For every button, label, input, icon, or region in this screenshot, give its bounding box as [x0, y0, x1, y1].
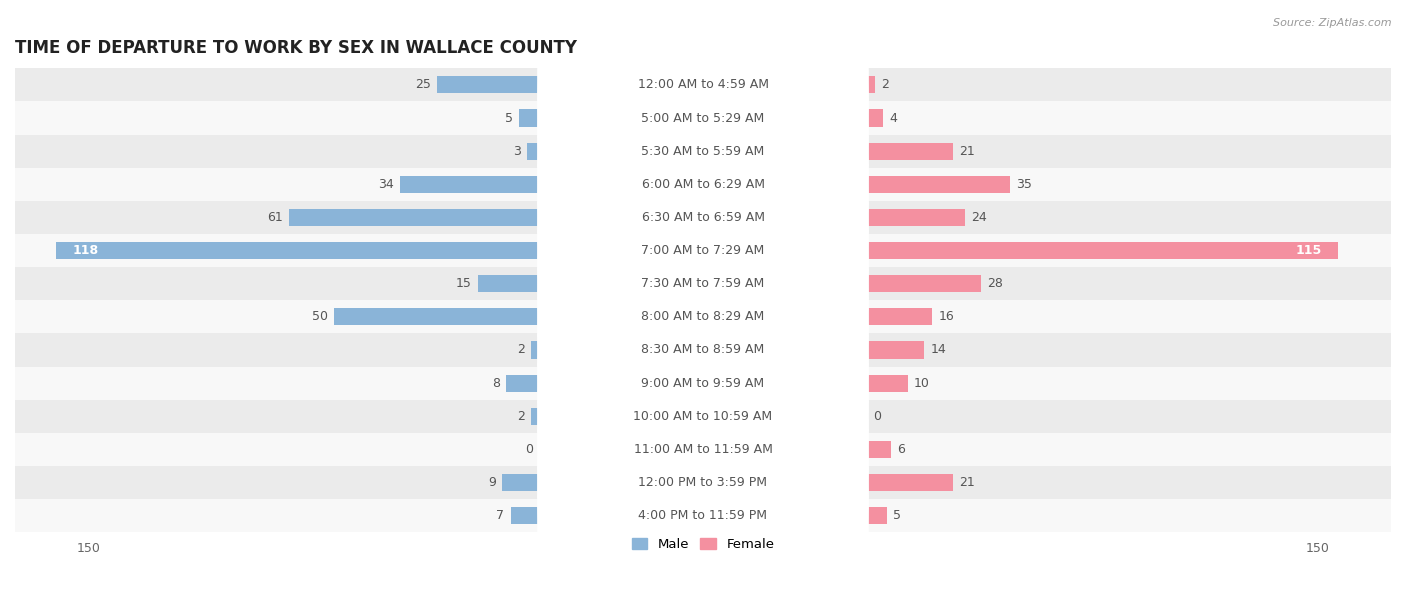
Bar: [7, 400, 1399, 433]
Bar: [7, 333, 1399, 366]
Bar: [7, 499, 1399, 532]
Bar: [290, 209, 538, 226]
Text: 14: 14: [931, 343, 946, 356]
Text: 15: 15: [456, 277, 471, 290]
FancyBboxPatch shape: [537, 60, 869, 176]
FancyBboxPatch shape: [537, 159, 869, 276]
Text: 2: 2: [517, 410, 524, 423]
Bar: [527, 143, 538, 160]
Bar: [510, 507, 538, 525]
Text: 4: 4: [890, 112, 897, 125]
Bar: [506, 374, 538, 391]
Text: 9:00 AM to 9:59 AM: 9:00 AM to 9:59 AM: [641, 377, 765, 390]
Bar: [531, 407, 538, 425]
FancyBboxPatch shape: [537, 325, 869, 441]
Bar: [519, 109, 538, 127]
Bar: [868, 308, 932, 326]
FancyBboxPatch shape: [537, 292, 869, 408]
Text: 7: 7: [496, 509, 505, 522]
Bar: [7, 102, 1399, 135]
Text: 0: 0: [873, 410, 882, 423]
Text: 12:00 AM to 4:59 AM: 12:00 AM to 4:59 AM: [637, 78, 769, 91]
Legend: Male, Female: Male, Female: [627, 535, 779, 555]
Bar: [7, 234, 1399, 267]
Text: 61: 61: [267, 211, 283, 224]
Text: 21: 21: [959, 145, 974, 157]
FancyBboxPatch shape: [537, 458, 869, 574]
Bar: [868, 209, 965, 226]
Bar: [399, 176, 538, 193]
FancyBboxPatch shape: [537, 226, 869, 342]
Bar: [868, 275, 981, 292]
Text: 21: 21: [959, 476, 974, 489]
Text: TIME OF DEPARTURE TO WORK BY SEX IN WALLACE COUNTY: TIME OF DEPARTURE TO WORK BY SEX IN WALL…: [15, 39, 576, 57]
Text: 10:00 AM to 10:59 AM: 10:00 AM to 10:59 AM: [634, 410, 772, 423]
FancyBboxPatch shape: [537, 93, 869, 209]
Bar: [7, 301, 1399, 333]
Text: 25: 25: [415, 78, 430, 91]
Text: 10: 10: [914, 377, 929, 390]
Bar: [868, 374, 908, 391]
Bar: [502, 474, 538, 491]
Text: 8:30 AM to 8:59 AM: 8:30 AM to 8:59 AM: [641, 343, 765, 356]
Bar: [478, 275, 538, 292]
Bar: [335, 308, 538, 326]
Text: 11:00 AM to 11:59 AM: 11:00 AM to 11:59 AM: [634, 443, 772, 456]
FancyBboxPatch shape: [537, 259, 869, 375]
Text: 16: 16: [938, 310, 955, 323]
Bar: [7, 433, 1399, 466]
Bar: [7, 201, 1399, 234]
Bar: [868, 441, 891, 458]
Bar: [531, 342, 538, 359]
Text: 24: 24: [972, 211, 987, 224]
FancyBboxPatch shape: [537, 192, 869, 308]
Text: 7:30 AM to 7:59 AM: 7:30 AM to 7:59 AM: [641, 277, 765, 290]
Text: 6:00 AM to 6:29 AM: 6:00 AM to 6:29 AM: [641, 178, 765, 191]
Text: 6:30 AM to 6:59 AM: 6:30 AM to 6:59 AM: [641, 211, 765, 224]
Text: 5:30 AM to 5:59 AM: 5:30 AM to 5:59 AM: [641, 145, 765, 157]
Text: 2: 2: [517, 343, 524, 356]
Text: 28: 28: [987, 277, 1004, 290]
Text: 5:00 AM to 5:29 AM: 5:00 AM to 5:29 AM: [641, 112, 765, 125]
Text: 8: 8: [492, 377, 501, 390]
Text: Source: ZipAtlas.com: Source: ZipAtlas.com: [1274, 18, 1392, 28]
Bar: [7, 366, 1399, 400]
Bar: [868, 507, 887, 525]
Text: 7:00 AM to 7:29 AM: 7:00 AM to 7:29 AM: [641, 244, 765, 257]
Bar: [7, 68, 1399, 102]
Text: 4:00 PM to 11:59 PM: 4:00 PM to 11:59 PM: [638, 509, 768, 522]
Bar: [868, 242, 1337, 259]
Bar: [868, 76, 875, 93]
Text: 35: 35: [1017, 178, 1032, 191]
FancyBboxPatch shape: [537, 127, 869, 242]
Text: 115: 115: [1295, 244, 1322, 257]
Bar: [437, 76, 538, 93]
Text: 6: 6: [897, 443, 905, 456]
FancyBboxPatch shape: [537, 358, 869, 474]
Text: 12:00 PM to 3:59 PM: 12:00 PM to 3:59 PM: [638, 476, 768, 489]
Bar: [868, 143, 953, 160]
Text: 0: 0: [524, 443, 533, 456]
Text: 34: 34: [378, 178, 394, 191]
Bar: [7, 168, 1399, 201]
Text: 9: 9: [488, 476, 496, 489]
Bar: [868, 342, 924, 359]
Text: 5: 5: [505, 112, 513, 125]
Text: 5: 5: [893, 509, 901, 522]
Bar: [7, 267, 1399, 301]
FancyBboxPatch shape: [537, 27, 869, 143]
Bar: [868, 109, 883, 127]
Bar: [868, 176, 1010, 193]
Bar: [7, 135, 1399, 168]
FancyBboxPatch shape: [537, 391, 869, 507]
Text: 118: 118: [72, 244, 98, 257]
Text: 2: 2: [882, 78, 889, 91]
Bar: [7, 466, 1399, 499]
Bar: [868, 474, 953, 491]
Text: 8:00 AM to 8:29 AM: 8:00 AM to 8:29 AM: [641, 310, 765, 323]
Bar: [56, 242, 538, 259]
Text: 50: 50: [312, 310, 328, 323]
Text: 3: 3: [513, 145, 520, 157]
FancyBboxPatch shape: [537, 425, 869, 541]
